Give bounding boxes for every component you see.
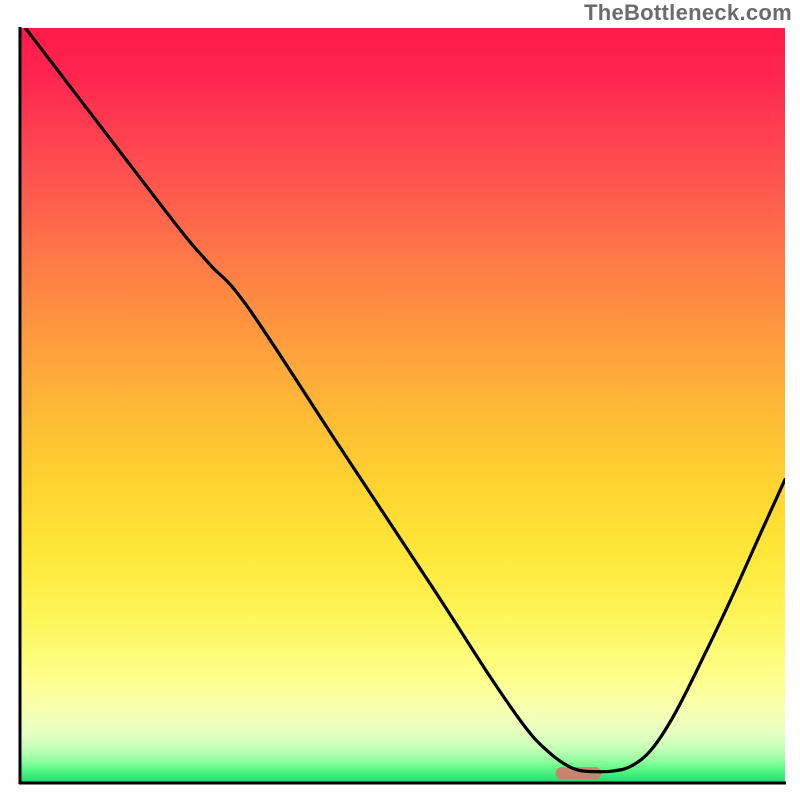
watermark-text: TheBottleneck.com <box>584 0 792 26</box>
gradient-background <box>20 28 785 783</box>
plot-area <box>20 28 785 783</box>
chart-svg <box>0 0 800 800</box>
chart-container: TheBottleneck.com <box>0 0 800 800</box>
